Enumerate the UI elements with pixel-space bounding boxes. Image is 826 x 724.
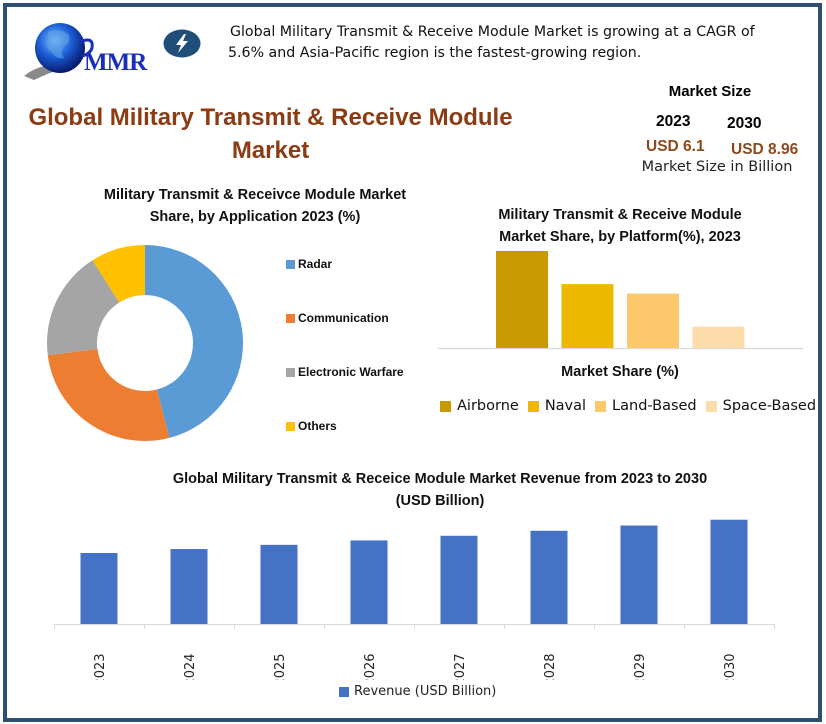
legend-swatch [286,367,295,377]
main-title: Global Military Transmit & Receive Modul… [18,101,523,167]
legend-label: Naval [544,398,587,414]
x-tick-label-2024: 2024 [183,653,198,680]
market-size-year-start: 2023 [656,113,691,130]
mmr-logo: MMR [20,18,147,83]
platform-chart-title-line-1: Military Transmit & Receive Module [498,207,742,223]
bar-2025 [260,544,298,624]
bar-2026 [350,540,388,624]
legend-label: Airborne [457,398,519,414]
donut-slice-radar [145,245,243,438]
revenue-legend-swatch [339,686,349,697]
application-chart-title: Military Transmit & Receivce Module Mark… [60,184,450,228]
legend-swatch [286,313,295,323]
legend-label: Land-Based [612,398,697,414]
bar-space-based [692,326,745,348]
x-tick-label-2030: 2030 [723,653,738,680]
market-size-value-start: USD 6.1 [646,138,705,155]
lightning-bolt-icon [163,29,201,58]
platform-chart-title: Military Transmit & Receive Module Marke… [430,204,810,248]
infographic-frame [3,3,822,722]
bar-2023 [80,553,118,624]
application-chart-title-line-1: Military Transmit & Receivce Module Mark… [103,187,407,203]
bar-2024 [170,549,208,624]
legend-item-space-based: Space-Based [705,398,817,414]
bar-2028 [530,530,568,624]
platform-chart-title-line-2: Market Share, by Platform(%), 2023 [499,229,741,245]
legend-swatch [286,259,295,269]
legend-item-land-based: Land-Based [595,398,697,414]
market-size-year-end: 2030 [727,115,762,132]
legend-item-airborne: Airborne [440,398,519,414]
legend-swatch [595,400,607,412]
bar-2030 [710,519,748,624]
platform-legend: Airborne Naval Land-Based Space-Based [440,398,816,414]
donut-slice-electronic-warfare [47,260,120,356]
x-tick-label-2029: 2029 [633,653,648,680]
legend-item-radar: Radar [286,257,332,271]
revenue-chart-title-line-2: (USD Billion) [395,493,485,509]
legend-item-others: Others [286,419,337,433]
market-summary: Global Military Transmit & Receive Modul… [228,22,788,64]
summary-line-2: 5.6% and Asia-Pacific region is the fast… [228,45,642,61]
bar-airborne [496,251,548,348]
platform-x-axis-label: Market Share (%) [561,364,679,380]
x-tick-label-2028: 2028 [543,653,558,680]
market-size-value-end: USD 8.96 [731,141,799,158]
main-title-line-1: Global Military Transmit & Receive Modul… [28,104,513,131]
legend-label: Others [298,419,337,433]
main-title-line-2: Market [231,137,310,164]
donut-slice-others [92,245,145,303]
logo-text: MMR [84,49,147,76]
legend-swatch [286,421,295,431]
donut-slice-communication [47,349,170,441]
legend-label: Space-Based [722,398,817,414]
revenue-legend: Revenue (USD Billion) [339,684,496,699]
legend-item-communication: Communication [286,311,389,325]
bar-2029 [620,525,658,624]
legend-label: Electronic Warfare [298,365,404,379]
bar-naval [561,284,614,348]
x-tick-label-2026: 2026 [363,653,378,680]
legend-label: Radar [298,257,333,271]
revenue-legend-label: Revenue (USD Billion) [354,684,497,699]
application-donut-chart [47,245,243,441]
x-tick-label-2027: 2027 [453,653,468,680]
bar-2027 [440,535,478,624]
legend-item-electronic-warfare: Electronic Warfare [286,365,404,379]
legend-swatch [705,400,717,412]
application-chart-title-line-2: Share, by Application 2023 (%) [149,209,361,225]
market-size-title: Market Size [668,83,752,100]
revenue-chart-title-line-1: Global Military Transmit & Receice Modul… [172,471,708,487]
legend-swatch [527,400,539,412]
legend-label: Communication [298,311,389,325]
summary-line-1: Global Military Transmit & Receive Modul… [230,24,755,40]
revenue-bar-chart: 2023 2024 2025 2026 2027 2028 2029 2030 [54,519,775,680]
x-tick-label-2025: 2025 [273,653,288,680]
legend-item-naval: Naval [527,398,587,414]
revenue-chart-title: Global Military Transmit & Receice Modul… [130,468,750,512]
platform-bar-chart [438,251,803,350]
market-size-unit-note: Market Size in Billion [641,159,793,175]
bar-land-based [627,293,679,348]
x-tick-label-2023: 2023 [93,653,108,680]
legend-swatch [440,400,451,412]
globe-icon [24,23,94,80]
